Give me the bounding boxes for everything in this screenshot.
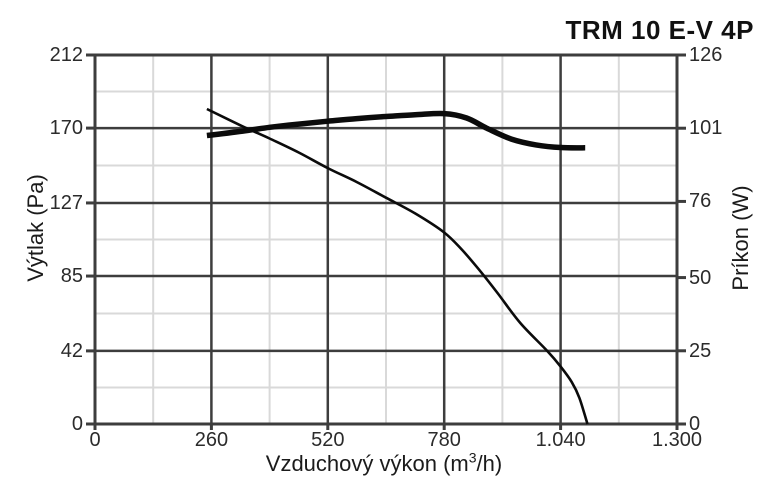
- y-axis-right-title: Príkon (W): [728, 185, 753, 291]
- axis-frame: [93, 53, 679, 426]
- y-right-tick-label: 101: [689, 117, 723, 140]
- y-left-tick-label: 127: [49, 191, 83, 214]
- y-axis-left-title: Výtlak (Pa): [23, 174, 48, 282]
- x-tick-label: 1.040: [535, 429, 586, 451]
- x-tick-label: 780: [427, 429, 461, 451]
- x-tick-label: 0: [89, 429, 101, 451]
- y-right-tick-label: 126: [689, 44, 723, 66]
- x-axis-title-prefix: Vzduchový výkon (m: [265, 451, 469, 476]
- pressure-curve: [206, 107, 589, 425]
- y-right-tick-label: 76: [689, 190, 712, 213]
- x-tick-label: 520: [311, 429, 345, 451]
- x-tick-label: 1.300: [651, 429, 703, 451]
- chart-title: TRM 10 E-V 4P: [565, 15, 754, 45]
- y-left-tick-label: 42: [60, 339, 83, 362]
- x-axis-title: Vzduchový výkon (m3/h): [265, 449, 503, 476]
- y-left-tick-label: 212: [49, 44, 83, 66]
- x-tick-label: 260: [194, 429, 229, 451]
- y-left-tick-label: 170: [49, 117, 83, 140]
- y-left-tick-label: 0: [71, 413, 83, 435]
- x-axis-title-superscript: 3: [468, 449, 477, 466]
- y-right-tick-label: 50: [689, 266, 712, 289]
- y-left-tick-label: 85: [60, 265, 83, 288]
- x-axis-title-suffix: /h): [476, 451, 503, 476]
- power-curve: [206, 110, 586, 151]
- y-right-tick-label: 25: [689, 339, 712, 362]
- y-right-tick-label: 0: [689, 413, 701, 435]
